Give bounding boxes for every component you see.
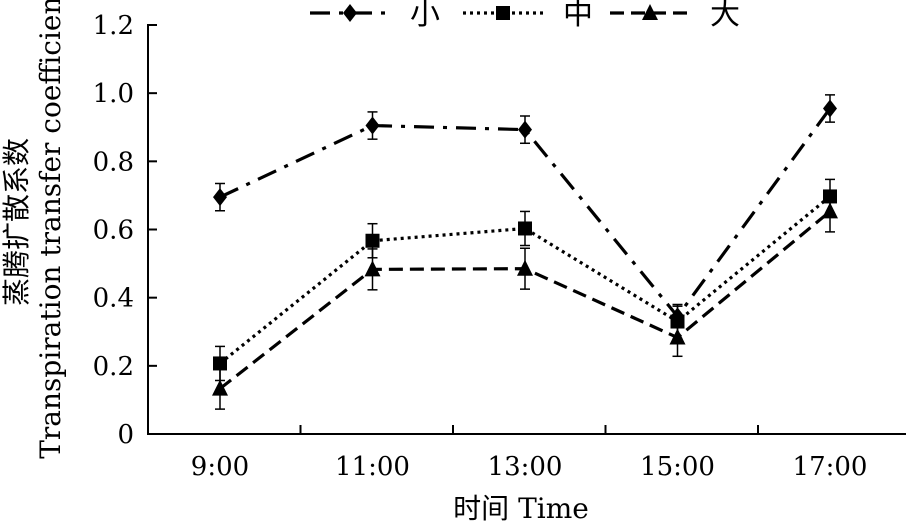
legend-label: 中 (563, 0, 593, 32)
series-layer (212, 94, 838, 410)
x-axis-title: 时间 Time (453, 492, 589, 524)
legend: 小中大 (310, 0, 740, 32)
data-point (669, 328, 686, 345)
x-tick-label: 15:00 (640, 452, 715, 482)
x-tick-label: 11:00 (335, 452, 410, 482)
series-line (219, 107, 832, 320)
legend-marker (642, 4, 658, 20)
y-tick-label: 0.8 (93, 147, 134, 177)
y-tick-label: 0 (117, 420, 134, 450)
data-point (213, 356, 227, 371)
data-point (364, 260, 381, 277)
x-tick-label: 9:00 (191, 452, 249, 482)
x-tick-label: 13:00 (488, 452, 563, 482)
data-point (518, 120, 532, 139)
y-tick-label: 1.2 (93, 11, 134, 41)
legend-item-2: 中 (463, 0, 593, 32)
y-tick-label: 0.6 (93, 216, 134, 246)
y-tick-label: 0.2 (93, 352, 134, 382)
data-point (822, 202, 838, 219)
data-point (517, 259, 533, 276)
data-point (365, 233, 380, 248)
legend-item-3: 大 (610, 0, 740, 32)
y-tick-label: 1.0 (93, 79, 134, 109)
legend-label: 小 (410, 0, 440, 32)
x-tick-label: 17:00 (793, 452, 868, 482)
y-ticks: 0 0.2 0.4 0.6 0.8 1.0 1.2 (93, 11, 157, 450)
data-point (212, 379, 228, 396)
legend-label: 大 (710, 0, 740, 32)
data-point (213, 188, 227, 207)
y-tick-label: 0.4 (93, 284, 134, 314)
y-axis-title-english: Transpiration transfer coefficient (34, 0, 67, 459)
legend-marker (496, 6, 510, 20)
data-point (518, 221, 532, 236)
data-point (823, 99, 837, 118)
legend-marker (343, 4, 357, 22)
legend-item-1: 小 (310, 0, 440, 32)
y-axis-title-chinese: 蒸腾扩散系数 (0, 138, 33, 306)
data-point (365, 116, 380, 135)
x-ticks: 9:00 11:00 13:00 15:00 17:00 (147, 425, 868, 482)
series-3 (212, 190, 838, 410)
